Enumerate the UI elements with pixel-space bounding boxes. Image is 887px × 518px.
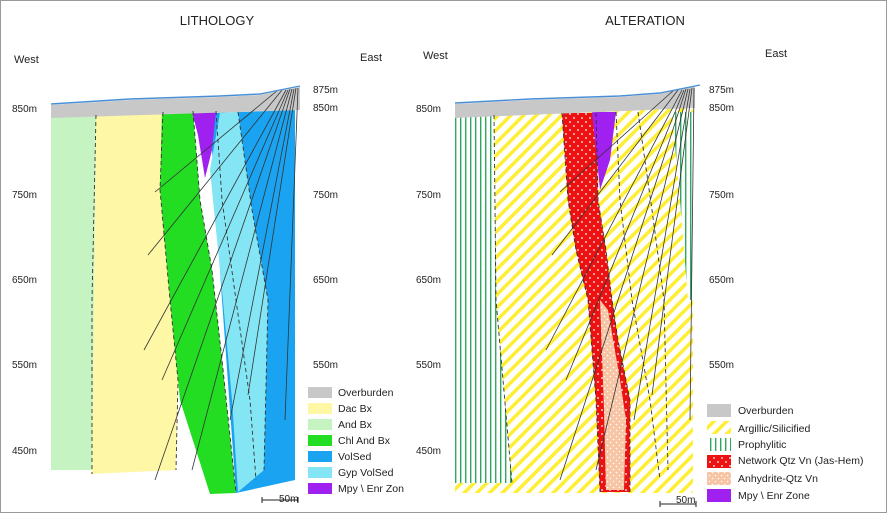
geologic-cross-sections: LITHOLOGY West East [0,0,887,513]
figure-border [0,0,887,513]
